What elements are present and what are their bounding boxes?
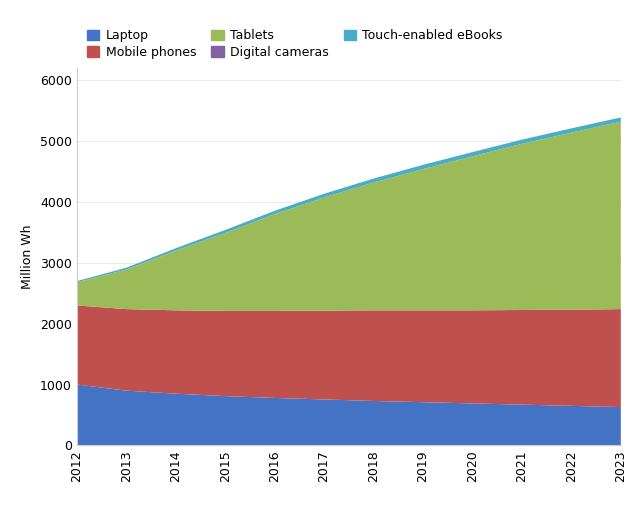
Legend: Laptop, Mobile phones, Tablets, Digital cameras, Touch-enabled eBooks: Laptop, Mobile phones, Tablets, Digital … [83,25,506,62]
Y-axis label: Million Wh: Million Wh [21,224,35,289]
